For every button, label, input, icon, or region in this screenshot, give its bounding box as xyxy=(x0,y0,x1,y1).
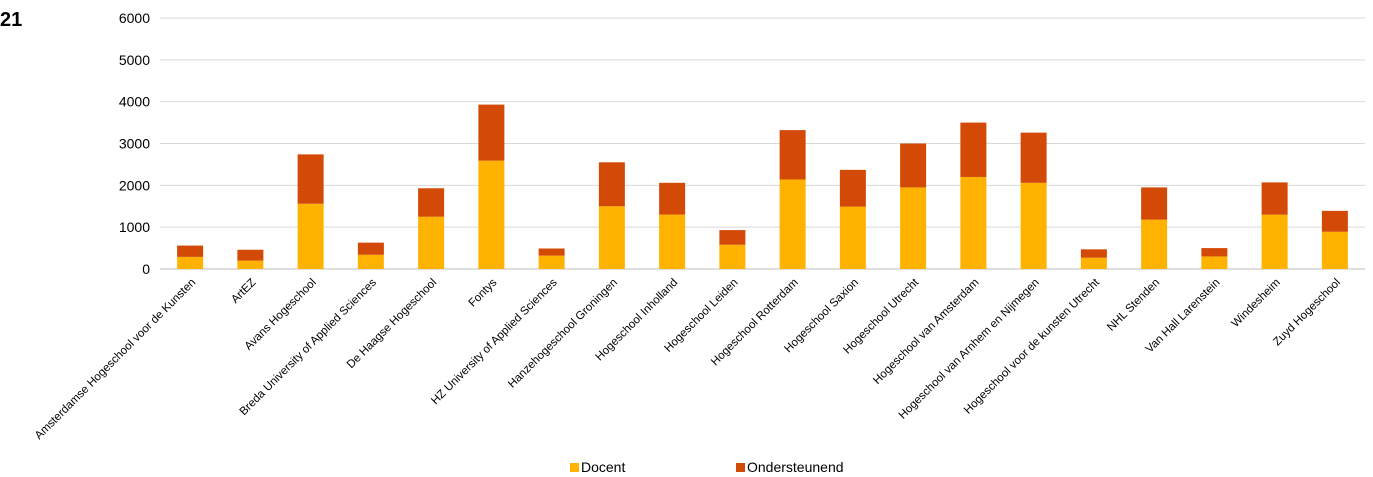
x-tick-label: Hogeschool van Amsterdam xyxy=(871,277,981,387)
y-tick-label: 4000 xyxy=(119,94,150,110)
bar-ondersteunend xyxy=(177,245,204,257)
bar-docent xyxy=(779,179,806,269)
x-tick-label: NHL Stenden xyxy=(1105,277,1162,334)
bar-ondersteunend xyxy=(478,104,505,161)
bar-docent xyxy=(478,160,505,269)
bar-ondersteunend xyxy=(1201,248,1228,257)
bar-ondersteunend xyxy=(900,143,927,188)
bar-ondersteunend xyxy=(1261,182,1288,215)
bar-docent xyxy=(357,254,384,269)
bar-docent xyxy=(538,255,565,269)
bar-ondersteunend xyxy=(598,162,625,207)
bar-ondersteunend xyxy=(839,169,866,207)
bar-ondersteunend xyxy=(1020,132,1047,183)
legend-item-ondersteunend: Ondersteunend xyxy=(736,459,844,475)
bar-ondersteunend xyxy=(237,249,264,261)
bar-ondersteunend xyxy=(719,230,746,245)
x-tick-label: Hogeschool voor de kunsten Utrecht xyxy=(962,276,1103,417)
figure-number: 21 xyxy=(0,9,23,31)
bar-docent xyxy=(237,260,264,269)
legend-label-docent: Docent xyxy=(581,459,626,475)
bars xyxy=(177,104,1348,269)
x-tick-label: Zuyd Hogeschool xyxy=(1271,277,1343,349)
bar-docent xyxy=(598,206,625,269)
bar-ondersteunend xyxy=(418,188,445,217)
bar-ondersteunend xyxy=(1321,210,1348,232)
legend-item-docent: Docent xyxy=(570,459,625,475)
x-tick-label: Amsterdamse Hogeschool voor de Kunsten xyxy=(33,277,198,442)
x-tick-label: Hanzehogeschool Groningen xyxy=(506,277,620,391)
x-tick-label: Breda University of Applied Sciences xyxy=(238,276,380,418)
bar-docent xyxy=(960,176,987,269)
bar-ondersteunend xyxy=(779,130,806,180)
bar-docent xyxy=(839,206,866,269)
y-tick-label: 5000 xyxy=(119,52,150,68)
legend-swatch-docent xyxy=(570,462,579,472)
bar-ondersteunend xyxy=(659,182,686,215)
y-axis-ticks: 0 1000 2000 3000 4000 5000 6000 xyxy=(119,10,150,277)
bar-docent xyxy=(900,187,927,269)
y-tick-label: 1000 xyxy=(119,219,150,235)
x-tick-label: Fontys xyxy=(467,276,500,309)
bar-ondersteunend xyxy=(297,154,324,204)
x-tick-label: Windesheim xyxy=(1230,277,1283,330)
x-tick-label: HZ University of Applied Sciences xyxy=(429,276,560,407)
x-tick-label: ArtEZ xyxy=(229,277,258,306)
legend-swatch-ondersteunend xyxy=(736,462,745,472)
x-axis-labels: Amsterdamse Hogeschool voor de Kunsten Ar… xyxy=(33,276,1343,442)
bar-docent xyxy=(177,256,204,269)
bar-ondersteunend xyxy=(1080,249,1107,258)
bar-ondersteunend xyxy=(357,242,384,255)
bar-docent xyxy=(1020,182,1047,269)
bar-ondersteunend xyxy=(960,122,987,177)
bar-docent xyxy=(418,216,445,269)
bar-docent xyxy=(719,244,746,269)
bar-ondersteunend xyxy=(1141,187,1168,220)
bar-docent xyxy=(297,203,324,269)
bar-docent xyxy=(1261,214,1288,269)
y-tick-label: 6000 xyxy=(119,10,150,26)
gridlines xyxy=(160,17,1365,270)
bar-ondersteunend xyxy=(538,248,565,256)
bar-docent xyxy=(1201,256,1228,269)
bar-docent xyxy=(1321,231,1348,269)
bar-docent xyxy=(1080,257,1107,269)
legend-label-ondersteunend: Ondersteunend xyxy=(747,459,844,475)
bar-docent xyxy=(1141,219,1168,269)
y-tick-label: 0 xyxy=(142,261,150,277)
legend: Docent Ondersteunend xyxy=(0,459,1373,477)
y-tick-label: 2000 xyxy=(119,177,150,193)
y-tick-label: 3000 xyxy=(119,136,150,152)
bar-docent xyxy=(659,214,686,269)
